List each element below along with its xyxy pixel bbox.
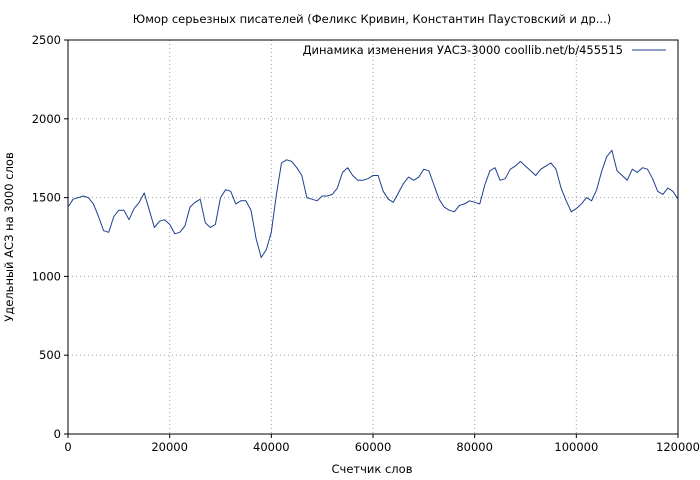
x-tick-label: 100000 (554, 440, 598, 454)
gridlines (68, 40, 678, 434)
y-tick-label: 1000 (32, 269, 61, 283)
y-tick-label: 1500 (32, 191, 61, 205)
y-tick-label: 2000 (32, 112, 61, 126)
y-tick-label: 2500 (32, 33, 61, 47)
x-tick-label: 0 (64, 440, 71, 454)
y-axis-label: Удельный АСЗ на 3000 слов (2, 152, 16, 322)
x-tick-label: 60000 (355, 440, 392, 454)
chart-title: Юмор серьезных писателей (Феликс Кривин,… (133, 12, 611, 26)
x-tick-label: 120000 (656, 440, 700, 454)
x-tick-label: 20000 (151, 440, 188, 454)
legend: Динамика изменения УАСЗ-3000 coollib.net… (303, 43, 666, 57)
x-tick-label: 40000 (253, 440, 290, 454)
legend-label: Динамика изменения УАСЗ-3000 coollib.net… (303, 43, 623, 57)
x-axis-label: Счетчик слов (332, 462, 413, 476)
x-tick-label: 80000 (456, 440, 493, 454)
y-tick-label: 0 (54, 427, 61, 441)
series-line (67, 149, 679, 258)
y-tick-label: 500 (39, 348, 61, 362)
series-layer (67, 149, 679, 258)
axis-ticks: 0 20000 40000 60000 80000 100000 120000 0 500 100… (32, 33, 700, 454)
